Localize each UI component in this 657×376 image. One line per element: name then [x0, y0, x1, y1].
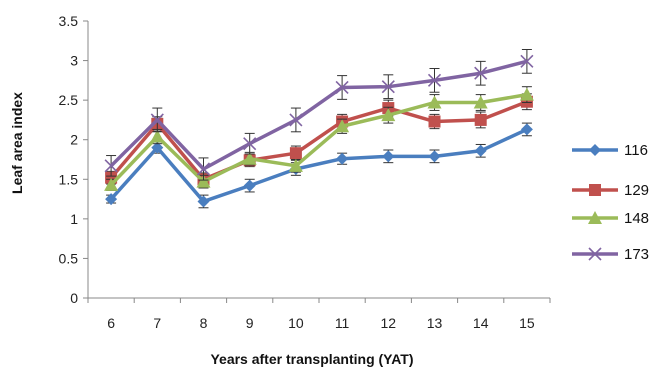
data-point — [335, 80, 349, 95]
legend: 116 129 148 173 — [572, 142, 649, 263]
data-point — [474, 66, 488, 80]
data-point-stroke-b — [104, 159, 118, 173]
legend-item-148: 148 — [572, 210, 649, 227]
data-point-stroke-b — [520, 54, 534, 68]
data-point — [104, 177, 119, 191]
data-point — [520, 123, 533, 136]
y-tick-label: 1.5 — [59, 171, 79, 187]
x-tick-label: 13 — [427, 315, 443, 331]
data-point — [474, 144, 487, 157]
data-point — [196, 174, 211, 188]
data-point — [104, 159, 118, 173]
y-tick-label: 0 — [70, 290, 78, 306]
series-173 — [104, 48, 534, 181]
data-point — [473, 95, 488, 109]
data-point — [381, 80, 395, 94]
x-tick-label: 7 — [153, 315, 161, 331]
x-tick-label: 9 — [246, 315, 254, 331]
data-point — [151, 141, 164, 154]
legend-swatch-marker-stroke-b — [588, 247, 602, 261]
data-point-stroke-b — [335, 80, 349, 95]
legend-item-116: 116 — [572, 142, 648, 159]
data-point — [243, 137, 257, 151]
data-point — [150, 129, 165, 143]
x-tick-label: 15 — [519, 315, 535, 331]
y-tick-label: 2 — [70, 132, 78, 148]
legend-swatch-marker — [589, 184, 601, 196]
x-tick-label: 14 — [473, 315, 489, 331]
data-point — [428, 150, 441, 163]
data-point — [428, 115, 441, 128]
data-point — [427, 95, 442, 109]
x-tick-label: 12 — [381, 315, 397, 331]
data-point — [382, 150, 395, 163]
data-point — [474, 113, 487, 126]
data-point — [150, 113, 164, 127]
series-line — [109, 127, 528, 204]
data-point — [336, 152, 349, 165]
series-line — [109, 92, 528, 187]
y-tick-label: 1 — [70, 211, 78, 227]
series-line — [109, 59, 528, 171]
data-point — [197, 195, 210, 208]
data-point — [243, 179, 256, 192]
data-point — [335, 119, 350, 133]
data-point-stroke-b — [243, 137, 257, 151]
data-point — [105, 193, 118, 206]
x-tick-label: 8 — [200, 315, 208, 331]
data-point-stroke-b — [427, 73, 442, 87]
series-layer — [104, 48, 534, 209]
y-tick-label: 3 — [70, 53, 78, 69]
legend-item-129: 129 — [572, 182, 649, 199]
y-tick-labels: 0 0.5 1 1.5 2 2.5 3 3.5 — [59, 13, 88, 306]
x-tick-label: 6 — [107, 315, 115, 331]
data-point — [519, 87, 534, 101]
x-tick-label: 10 — [288, 315, 304, 331]
x-tick-label: 11 — [335, 315, 350, 331]
legend-swatch-marker — [589, 144, 601, 156]
y-tick-label: 3.5 — [59, 13, 79, 29]
y-tick-label: 2.5 — [59, 92, 79, 108]
y-axis-title: Leaf area index — [9, 92, 25, 194]
legend-swatch-marker — [588, 247, 602, 261]
data-point — [381, 108, 396, 122]
data-point-stroke-b — [381, 80, 395, 94]
x-tick-labels: 6 7 8 9 10 11 12 13 14 15 — [87, 298, 551, 331]
data-point — [242, 151, 257, 165]
legend-label: 116 — [624, 142, 648, 159]
series-line — [109, 100, 528, 182]
legend-label: 173 — [624, 246, 649, 263]
data-point — [520, 54, 534, 68]
legend-label: 148 — [624, 210, 649, 227]
data-point-stroke-b — [196, 162, 211, 176]
legend-label: 129 — [624, 182, 649, 199]
data-point — [289, 113, 303, 127]
data-point — [427, 73, 442, 87]
legend-swatch-marker — [588, 211, 602, 224]
data-point-stroke-b — [289, 113, 303, 127]
data-point — [196, 162, 211, 176]
series-148 — [104, 86, 534, 191]
data-point-stroke-b — [474, 66, 488, 80]
y-tick-label: 0.5 — [59, 250, 79, 266]
legend-item-173: 173 — [572, 246, 649, 263]
data-point — [289, 147, 302, 160]
series-129 — [105, 93, 533, 187]
data-point — [288, 158, 303, 172]
data-point-stroke-b — [150, 113, 164, 127]
x-axis-title: Years after transplanting (YAT) — [210, 351, 413, 367]
